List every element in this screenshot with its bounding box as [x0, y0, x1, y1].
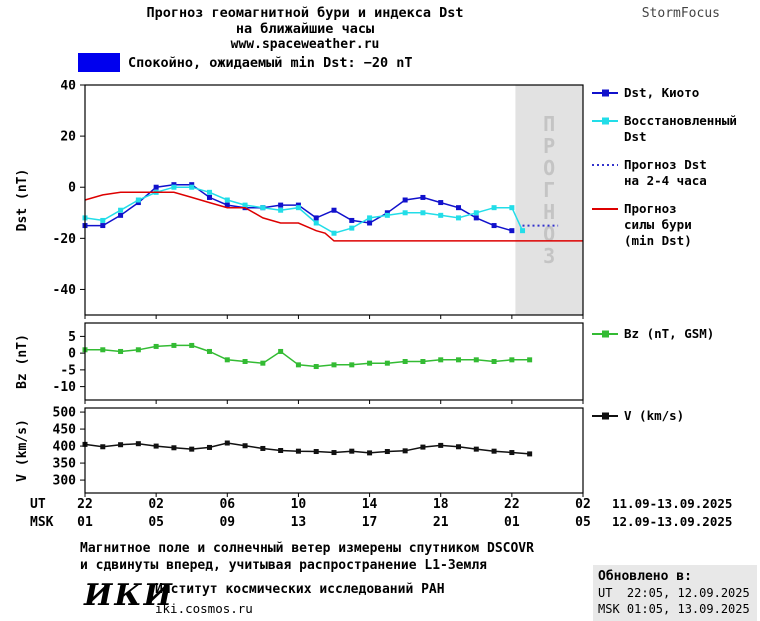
legend-label: Dst, Киото [624, 85, 699, 100]
brand-label: StormFocus [641, 6, 720, 21]
x-tick-label: 06 [219, 497, 235, 512]
legend-label: Прогноз Dst [624, 157, 707, 172]
iki-logo: ИКИ [84, 578, 174, 613]
footnote-line1: Магнитное поле и солнечный ветер измерен… [80, 541, 534, 556]
y-tick-label: 0 [68, 181, 76, 196]
forecast-label-letter: О [543, 156, 555, 180]
legend-label: на 2-4 часа [624, 173, 707, 188]
x-tick-label: 22 [504, 497, 520, 512]
legend-label: Dst [624, 129, 647, 144]
y-tick-label: 0 [68, 347, 76, 362]
legend-marker [602, 330, 609, 338]
x-tick-label: 05 [148, 515, 164, 530]
legend-label: (min Dst) [624, 233, 692, 248]
panel-frame [84, 322, 584, 401]
x-tick-label: 02 [575, 497, 591, 512]
panel-frame [84, 407, 584, 494]
series-storm-forecast [84, 191, 583, 242]
y-axis-label: Bz (nT) [15, 334, 30, 389]
y-tick-label: -5 [60, 363, 76, 378]
y-tick-label: 500 [53, 406, 77, 421]
y-tick-label: 5 [68, 330, 76, 345]
x-tick-label: 10 [291, 497, 307, 512]
x-tick-label: 11.09-13.09.2025 [612, 496, 732, 511]
header: Прогноз геомагнитной бури и индекса Dst … [40, 5, 570, 53]
updated-title: Обновлено в: [598, 569, 692, 584]
legend-label: силы бури [624, 217, 692, 232]
legend-marker [602, 89, 609, 97]
footnote-line2: и сдвинуты вперед, учитывая распростране… [80, 558, 487, 573]
updated-ut: UT 22:05, 12.09.2025 [598, 586, 750, 600]
series-v [82, 440, 533, 457]
institute-name: Институт космических исследований РАН [155, 582, 445, 597]
panel-bz: 5 0-5 -10 Bz (nT) Bz (nT, GSM) [15, 322, 714, 404]
forecast-label-letter: О [543, 222, 555, 246]
x-tick-label: UT [30, 497, 46, 512]
updated-msk: MSK 01:05, 13.09.2025 [598, 602, 750, 616]
x-tick-label: 01 [504, 515, 520, 530]
x-tick-label: 17 [362, 515, 378, 530]
forecast-label-letter: Р [543, 134, 555, 158]
legend-entry: Dst, Киото [592, 85, 699, 100]
x-tick-label: 14 [362, 497, 378, 512]
y-tick-label: 40 [60, 80, 76, 94]
y-tick-label: -40 [53, 283, 77, 298]
page-title-line2: на ближайшие часы [235, 21, 375, 37]
y-tick-label: 450 [53, 423, 77, 438]
updated-box: Обновлено в: UT 22:05, 12.09.2025 MSK 01… [593, 565, 757, 621]
y-tick-label: 20 [60, 130, 76, 145]
x-tick-label: MSK [30, 515, 54, 530]
forecast-label-letter: З [543, 244, 555, 268]
y-tick-label: 300 [53, 474, 77, 489]
x-tick-label: 21 [433, 515, 449, 530]
series-bz [82, 342, 533, 370]
x-axis-labels: UT MSK 22 01 02 05 06 09 10 13 14 17 18 21 22 01 02 05 11.… [30, 496, 732, 530]
panel-frame [84, 84, 584, 316]
page-title-line1: Прогноз геомагнитной бури и индекса Dst [146, 5, 464, 21]
panel-v: 500 450 400 350 300 V (km/s) V (km/s) [15, 406, 684, 497]
status-banner: Спокойно, ожидаемый min Dst: −20 nT [78, 53, 412, 72]
y-axis-label: Dst (nT) [15, 169, 30, 232]
x-tick-label: 13 [291, 515, 307, 530]
y-axis-label: V (km/s) [15, 419, 30, 482]
x-tick-label: 18 [433, 497, 449, 512]
y-tick-label: -10 [53, 380, 77, 395]
institute-block: Институт космических исследований РАН ik… [155, 582, 445, 616]
website-link[interactable]: www.spaceweather.ru [230, 37, 380, 52]
footnote: Магнитное поле и солнечный ветер измерен… [80, 540, 534, 574]
legend-label: Bz (nT, GSM) [624, 326, 714, 341]
forecast-label-letter: Г [543, 178, 555, 202]
legend-label: Прогноз [624, 201, 677, 216]
legend-label: Восстановленный [624, 113, 737, 128]
y-tick-label: -20 [53, 232, 77, 247]
legend-entry: V (km/s) [592, 408, 684, 423]
forecast-band [515, 85, 583, 315]
institute-site[interactable]: iki.cosmos.ru [155, 601, 253, 616]
forecast-label-letter: П [543, 112, 555, 136]
legend-entry: Bz (nT, GSM) [592, 326, 714, 341]
y-tick-label: 350 [53, 457, 77, 472]
legend-marker [602, 117, 609, 125]
x-tick-label: 05 [575, 515, 591, 530]
legend-marker [602, 412, 609, 420]
x-tick-label: 09 [219, 515, 235, 530]
status-swatch [78, 53, 120, 72]
status-text: Спокойно, ожидаемый min Dst: −20 nT [128, 54, 413, 71]
x-tick-label: 22 [77, 497, 93, 512]
forecast-label-letter: Н [543, 200, 555, 224]
x-tick-label: 01 [77, 515, 93, 530]
x-tick-label: 02 [148, 497, 164, 512]
legend-label: V (km/s) [624, 408, 684, 423]
x-tick-label: 12.09-13.09.2025 [612, 514, 732, 529]
y-tick-label: 400 [53, 440, 77, 455]
